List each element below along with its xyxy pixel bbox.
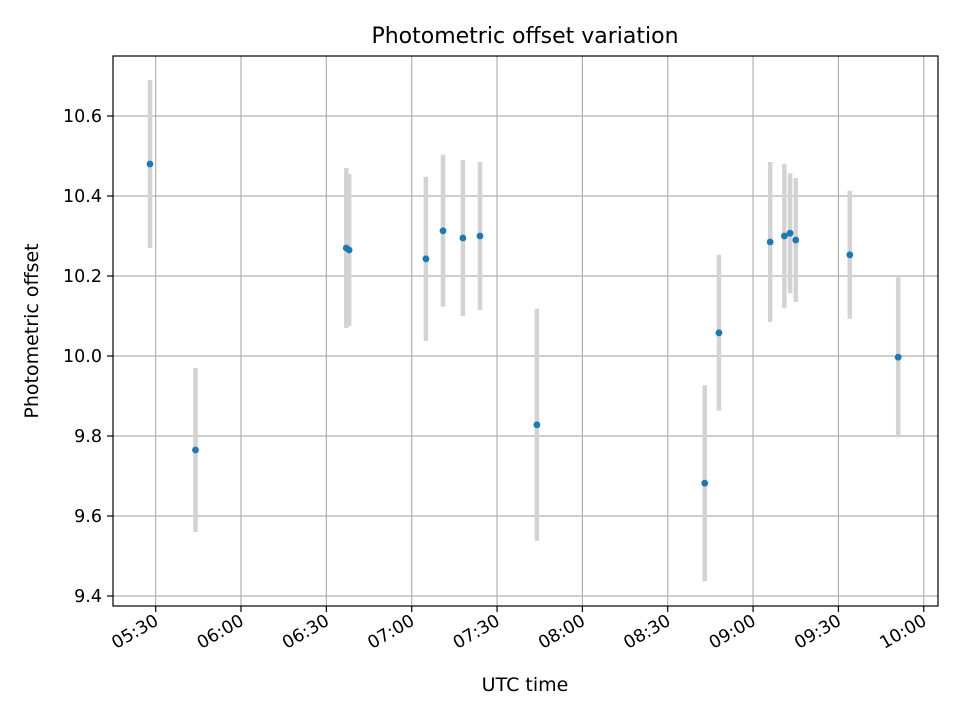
x-tick-label: 06:30 <box>279 611 333 654</box>
x-tick-label: 10:00 <box>877 611 931 654</box>
data-points <box>146 160 902 487</box>
y-tick-label: 10.6 <box>63 107 102 127</box>
x-tick-label: 08:00 <box>535 611 589 654</box>
data-point <box>476 232 484 240</box>
data-point <box>780 232 788 240</box>
y-tick-label: 9.8 <box>74 427 102 447</box>
data-point <box>894 353 902 361</box>
y-tick-label: 9.6 <box>74 507 102 527</box>
x-tick-label: 08:30 <box>621 611 675 654</box>
y-tick-label: 9.4 <box>74 587 102 607</box>
data-point <box>192 446 199 454</box>
y-tick-label: 10.0 <box>63 347 102 367</box>
x-tick-label: 07:30 <box>450 611 504 654</box>
data-point <box>786 229 794 237</box>
y-axis-ticks: 9.4 9.6 9.8 10.0 10.2 10.4 10.6 <box>63 107 113 607</box>
x-tick-label: 05:30 <box>108 611 162 654</box>
y-tick-label: 10.4 <box>63 187 102 207</box>
grid-lines <box>113 56 938 606</box>
data-point <box>459 234 467 242</box>
y-axis-label: Photometric offset <box>21 243 43 418</box>
data-point <box>792 236 800 244</box>
data-point <box>439 227 447 235</box>
x-axis-label: UTC time <box>482 674 569 696</box>
data-point <box>422 255 430 263</box>
data-point <box>533 421 541 429</box>
plot-frame <box>112 55 939 607</box>
x-tick-label: 09:30 <box>791 611 845 654</box>
data-point <box>701 479 709 487</box>
plot-background <box>113 56 938 606</box>
data-point <box>146 160 154 168</box>
x-axis-ticks: 05:30 06:00 06:30 07:00 07:30 08:00 08:30 09:00… <box>108 606 930 654</box>
x-tick-label: 09:00 <box>706 611 760 654</box>
data-point <box>715 329 723 337</box>
x-tick-label: 06:00 <box>194 611 248 654</box>
data-point <box>345 246 353 254</box>
data-point <box>846 251 854 259</box>
y-tick-label: 10.2 <box>63 267 102 287</box>
data-point <box>766 238 774 246</box>
x-tick-label: 07:00 <box>365 611 419 654</box>
chart-title: Photometric offset variation <box>371 24 678 49</box>
